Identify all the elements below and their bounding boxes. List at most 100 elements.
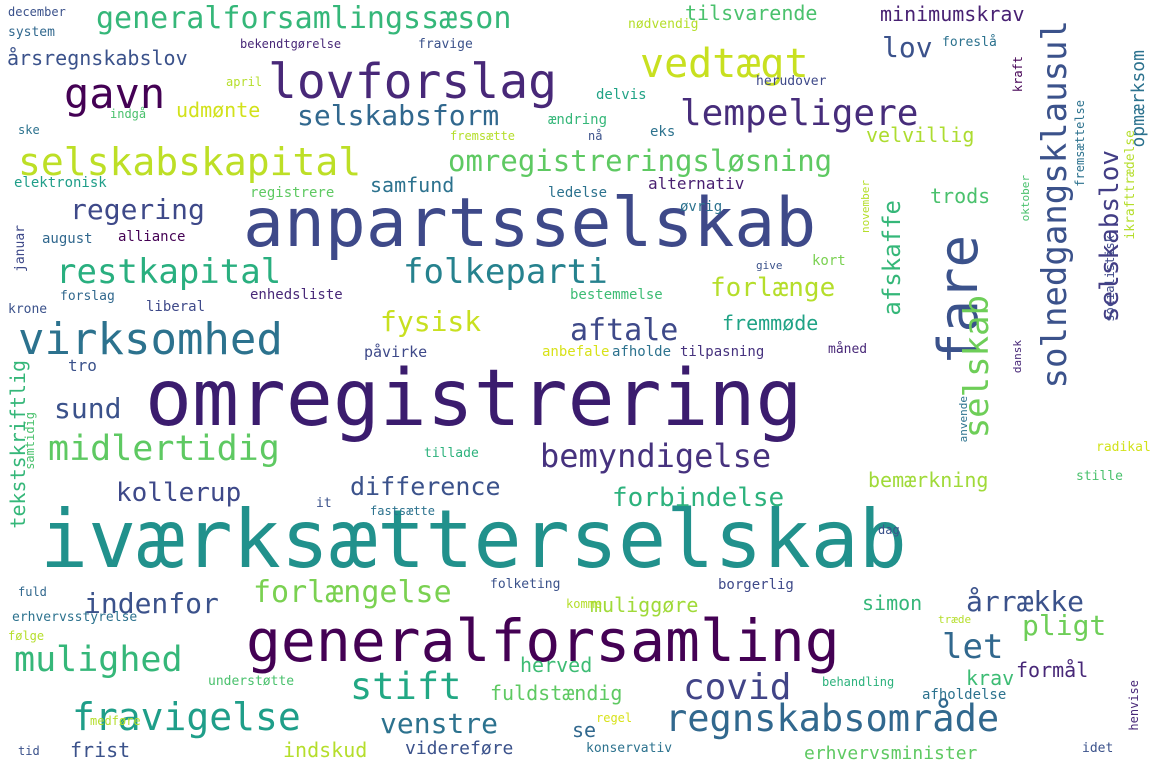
cloud-word: forlænge [710, 273, 836, 303]
cloud-word: let [942, 627, 1004, 667]
cloud-word: afholdelse [922, 687, 1007, 703]
cloud-word: system [8, 25, 55, 40]
cloud-word: muliggøre [590, 593, 699, 617]
cloud-word: januar [13, 225, 28, 272]
cloud-word: midlertidig [48, 429, 280, 469]
cloud-word: bemærkning [868, 468, 989, 492]
cloud-word: alternativ [648, 174, 745, 193]
cloud-word: understøtte [208, 674, 295, 689]
cloud-word: kollerup [116, 478, 242, 508]
cloud-word: august [42, 231, 93, 247]
cloud-word: trods [930, 184, 991, 208]
cloud-word: kraft [1011, 56, 1025, 93]
cloud-word: bestemmelse [570, 287, 663, 303]
cloud-word: dansk [1011, 340, 1024, 374]
cloud-word: velvillig [866, 123, 975, 147]
cloud-word: minimumskrav [880, 2, 1025, 26]
cloud-word: tid [18, 744, 40, 758]
cloud-word: behandling [822, 675, 895, 689]
cloud-word: fysisk [380, 305, 482, 338]
cloud-word: delvis [596, 87, 647, 103]
cloud-word: liberal [146, 299, 206, 315]
cloud-word: afskaffe [878, 200, 906, 316]
cloud-word: lov [882, 31, 933, 64]
cloud-word: folketing [490, 577, 561, 592]
cloud-word: give [756, 259, 783, 272]
cloud-word: forslag [60, 289, 115, 304]
cloud-word: krav [966, 666, 1015, 690]
cloud-word: virksomhed [18, 314, 283, 365]
cloud-word: eks [650, 124, 676, 140]
cloud-word: omregistreringsløsning [448, 144, 833, 178]
cloud-word: simon [862, 591, 923, 615]
cloud-word: kort [812, 253, 846, 269]
cloud-word: ændring [548, 112, 608, 128]
cloud-word: formål [1016, 658, 1089, 682]
cloud-word: fremmøde [722, 311, 819, 335]
cloud-word: ske [18, 123, 40, 137]
cloud-word: se [572, 718, 597, 742]
cloud-word: nå [588, 129, 603, 143]
cloud-word: elektronisk [14, 175, 107, 191]
cloud-word: omregistrering [145, 354, 803, 444]
cloud-word: forbindelse [612, 483, 785, 513]
cloud-word: indskud [283, 738, 368, 762]
cloud-word: tilpasning [680, 344, 765, 360]
cloud-word: samfund [370, 173, 455, 197]
cloud-word: it [316, 496, 332, 511]
cloud-word: regel [596, 711, 633, 725]
cloud-word: idet [1082, 741, 1114, 756]
cloud-word: gavn [64, 69, 166, 118]
cloud-word: alliance [118, 229, 186, 245]
cloud-word: erhvervsminister [804, 743, 978, 764]
cloud-word: fravige [418, 37, 473, 52]
cloud-word: generalforsamling [246, 607, 840, 675]
cloud-word: lempeligere [680, 93, 919, 134]
cloud-word: nødvendig [628, 17, 699, 32]
cloud-word: bemyndigelse [540, 437, 772, 475]
cloud-word: konservativ [586, 741, 673, 756]
cloud-word: komme [566, 597, 603, 611]
cloud-word: folkeparti [403, 252, 608, 292]
cloud-word: december [8, 5, 66, 19]
cloud-word: herved [520, 653, 593, 677]
cloud-word: fravigelse [72, 695, 301, 739]
cloud-word: tillade [424, 446, 479, 461]
cloud-word: årsregnskabslov [7, 46, 188, 70]
cloud-word: anvende [957, 396, 970, 443]
cloud-word: registrere [250, 185, 335, 201]
cloud-word: enhedsliste [250, 287, 343, 303]
cloud-word: fremsættelse [1073, 100, 1087, 187]
cloud-word: radikal [1096, 440, 1151, 455]
cloud-word: udmønte [176, 98, 261, 122]
cloud-word: socialistisk [1103, 235, 1117, 322]
cloud-word: fastsætte [370, 504, 436, 518]
cloud-word: stille [1076, 469, 1123, 484]
cloud-word: pligt [1022, 609, 1107, 642]
cloud-word: herudover [756, 74, 827, 89]
cloud-word: påvirke [364, 343, 428, 361]
cloud-word: samtidig [23, 412, 37, 470]
cloud-word: covid [683, 667, 792, 708]
cloud-word: sund [54, 392, 122, 425]
cloud-word: tro [68, 356, 97, 375]
cloud-word: aftale [570, 313, 679, 348]
cloud-word: selskabskapital [18, 140, 362, 184]
cloud-word: forlængelse [253, 575, 452, 610]
cloud-word: afholde [612, 344, 672, 360]
cloud-word: restkapital [56, 252, 282, 292]
cloud-word: øvrig [680, 199, 723, 215]
cloud-word: fremsætte [450, 129, 516, 143]
cloud-word: difference [350, 472, 501, 501]
cloud-word: træde [938, 613, 972, 626]
cloud-word: anbefale [542, 344, 610, 360]
cloud-word: ikrafttrædelse [1123, 130, 1138, 240]
cloud-word: borgerlig [718, 577, 794, 593]
cloud-word: følge [8, 629, 45, 643]
cloud-word: erhvervsstyrelse [12, 610, 138, 625]
cloud-word: fuldstændig [490, 681, 623, 705]
cloud-word: ledelse [548, 185, 608, 201]
cloud-word: venstre [380, 707, 499, 740]
cloud-word: mulighed [14, 640, 183, 680]
cloud-word: medføre [90, 714, 141, 728]
